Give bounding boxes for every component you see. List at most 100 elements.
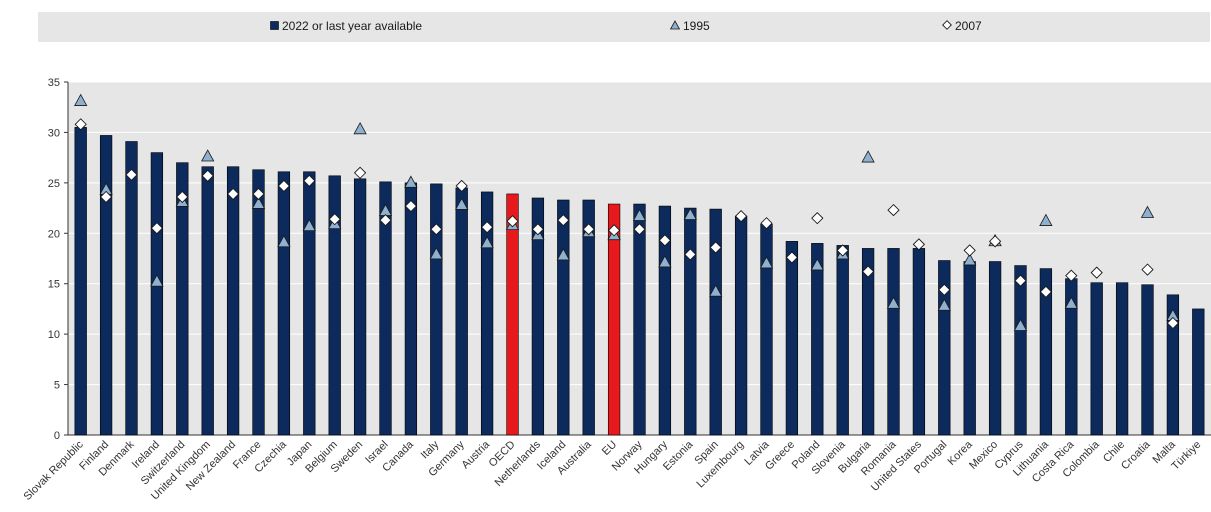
marker-2007 (303, 174, 316, 187)
marker-2007 (582, 223, 595, 236)
marker-2007 (887, 203, 900, 217)
marker-2007 (658, 234, 672, 247)
bar-italy (430, 183, 443, 436)
marker-1995 (1039, 213, 1053, 226)
legend-label-1995: 1995 (683, 19, 710, 33)
x-tick-label: Croatia (1119, 438, 1153, 472)
bars (74, 127, 1205, 436)
marker-1995 (1013, 318, 1028, 331)
bar-cyprus (1014, 265, 1027, 436)
marker-2007 (811, 212, 824, 225)
marker-2007 (1090, 266, 1103, 279)
marker-1995 (963, 253, 977, 266)
marker-1995 (759, 256, 774, 269)
marker-2007 (430, 223, 443, 236)
marker-2007 (633, 223, 646, 236)
marker-2007 (506, 215, 519, 228)
marker-2007 (404, 199, 418, 213)
bar-iceland (557, 199, 570, 436)
bar-latvia (760, 223, 773, 436)
marker-2007 (938, 283, 951, 296)
marker-1995 (201, 149, 215, 162)
x-tick-label: Austria (460, 438, 493, 471)
bar-mexico (988, 261, 1002, 436)
marker-2007 (861, 265, 875, 278)
marker-2007 (252, 187, 265, 201)
bar-belgium (328, 175, 341, 436)
marker-2007 (1141, 263, 1154, 276)
x-tick-label: Estonia (661, 438, 696, 473)
y-tick-label: 20 (48, 228, 60, 240)
marker-2007 (1039, 285, 1053, 298)
legend: 2022 or last year available 1995 2007 (38, 12, 1210, 42)
bar-czechia (277, 171, 291, 436)
bar-sweden (353, 178, 367, 436)
y-tick-label: 30 (48, 127, 60, 139)
bar-canada (404, 182, 418, 436)
marker-2007 (734, 210, 748, 223)
legend-item-bars: 2022 or last year available (270, 19, 422, 33)
marker-2007 (353, 166, 367, 179)
marker-1995 (1064, 296, 1078, 309)
marker-1995 (632, 208, 647, 221)
marker-2007 (201, 169, 214, 182)
bar-austria (480, 191, 494, 436)
bar-slovenia (836, 245, 849, 436)
marker-1995 (658, 255, 672, 268)
bar-chile (1115, 282, 1129, 436)
marker-2007 (785, 251, 799, 264)
marker-2007 (1014, 274, 1027, 287)
y-tick-label: 25 (48, 178, 60, 190)
marker-2007 (150, 222, 164, 235)
x-tick-label: EU (600, 439, 619, 458)
marker-2007 (912, 238, 926, 251)
marker-2007 (607, 224, 621, 237)
marker-2007 (988, 235, 1002, 248)
bar-greece (785, 241, 799, 436)
marker-1995 (937, 298, 951, 311)
markers (74, 93, 1180, 331)
y-tick-label: 5 (54, 380, 60, 392)
y-tick-label: 15 (48, 279, 60, 291)
marker-2007 (480, 221, 494, 234)
bar-israel (379, 181, 392, 436)
bar-luxembourg (734, 215, 748, 436)
bar-netherlands (531, 197, 545, 436)
marker-1995 (810, 258, 824, 271)
marker-2007 (531, 223, 545, 236)
diamond-icon (942, 19, 952, 33)
marker-1995 (302, 218, 316, 232)
y-tick-label: 10 (48, 329, 60, 341)
marker-1995 (886, 296, 901, 309)
marker-1995 (455, 197, 469, 210)
bar-romania (887, 248, 900, 436)
x-axis-labels: Slovak RepublicFinlandDenmarkIrelandSwit… (22, 438, 1204, 503)
marker-2007 (74, 118, 87, 131)
bar-new-zealand (226, 166, 240, 436)
square-icon (270, 19, 279, 33)
marker-2007 (709, 241, 722, 254)
legend-label-bars: 2022 or last year available (282, 19, 423, 33)
marker-1995 (277, 234, 291, 248)
legend-label-2007: 2007 (955, 19, 982, 33)
bar-portugal (938, 260, 951, 436)
bar-france (252, 169, 265, 436)
marker-2007 (760, 217, 773, 230)
bar-spain (709, 208, 722, 436)
marker-2007 (1166, 316, 1180, 330)
x-tick-label: Slovak Republic (22, 438, 87, 503)
marker-2007 (557, 214, 570, 227)
marker-2007 (1065, 269, 1078, 282)
marker-1995 (251, 196, 266, 209)
marker-1995 (404, 175, 418, 188)
legend-item-1995: 1995 (669, 19, 710, 33)
legend-item-2007: 2007 (942, 19, 982, 33)
bar-estonia (684, 207, 697, 436)
bar-slovak-republic (74, 127, 87, 436)
bar-switzerland (176, 162, 189, 436)
bar-united-states (912, 248, 926, 436)
marker-2007 (836, 244, 849, 257)
bar-germany (455, 187, 468, 436)
marker-2007 (328, 213, 341, 226)
